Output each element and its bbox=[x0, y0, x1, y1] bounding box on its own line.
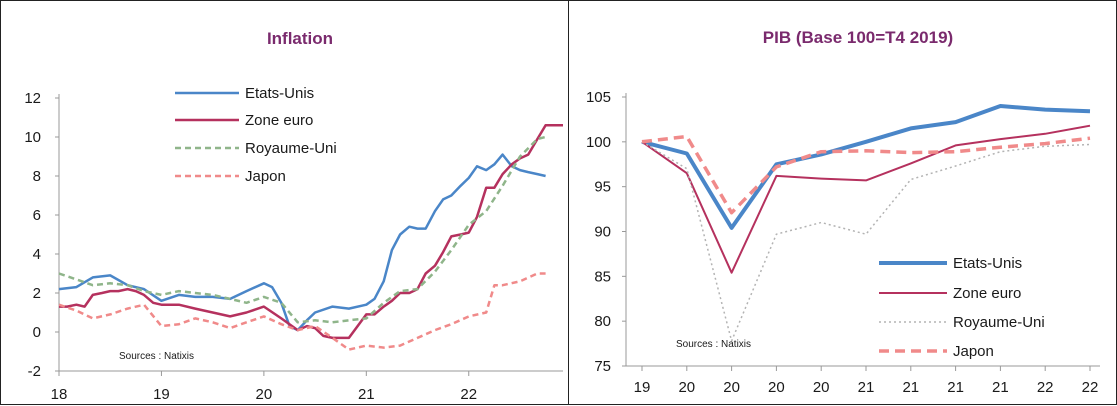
y-tick-label: 100 bbox=[586, 134, 611, 151]
legend-label-2: Royaume-Uni bbox=[245, 140, 337, 157]
y-tick-label: 85 bbox=[594, 268, 611, 285]
y-tick-label: 80 bbox=[594, 313, 611, 330]
x-tick-label: 18 bbox=[51, 386, 68, 403]
x-tick-label: 19 bbox=[634, 379, 651, 396]
legend-label-2: Royaume-Uni bbox=[953, 314, 1045, 331]
chart-title: Inflation bbox=[267, 29, 333, 48]
legend-label-1: Zone euro bbox=[245, 112, 313, 129]
series-line-3 bbox=[58, 272, 546, 351]
x-tick-label: 20 bbox=[256, 386, 273, 403]
y-tick-label: 105 bbox=[586, 89, 611, 106]
y-tick-label: 90 bbox=[594, 224, 611, 241]
y-tick-label: 6 bbox=[33, 207, 41, 224]
y-tick-label: 12 bbox=[24, 90, 41, 107]
x-tick-label: 21 bbox=[858, 379, 875, 396]
source-note: Sources : Natixis bbox=[676, 339, 751, 350]
x-tick-label: 22 bbox=[1082, 379, 1099, 396]
y-tick-label: 10 bbox=[24, 129, 41, 146]
inflation-chart-panel: Inflation -2 0 2 4 6 8 10 12 18 19 20 21 22 Sources : … bbox=[0, 0, 569, 405]
legend-label-0: Etats-Unis bbox=[953, 255, 1022, 272]
series-line-3 bbox=[641, 134, 1091, 215]
y-tick-label: 0 bbox=[33, 324, 41, 341]
chart-title: PIB (Base 100=T4 2019) bbox=[763, 28, 953, 47]
x-tick-label: 21 bbox=[358, 386, 375, 403]
x-tick-label: 20 bbox=[813, 379, 830, 396]
y-tick-label: -2 bbox=[28, 363, 41, 380]
y-tick-label: 95 bbox=[594, 179, 611, 196]
y-tick-label: 4 bbox=[33, 246, 41, 263]
x-tick-label: 22 bbox=[460, 386, 477, 403]
y-tick-label: 8 bbox=[33, 168, 41, 185]
legend-label-3: Japon bbox=[953, 343, 994, 360]
series-line-2 bbox=[641, 141, 1091, 342]
gdp-chart-panel: PIB (Base 100=T4 2019) 75 80 85 90 95 100 105 19… bbox=[569, 0, 1117, 405]
legend-label-3: Japon bbox=[245, 168, 286, 185]
y-tick-label: 2 bbox=[33, 285, 41, 302]
series-line-0 bbox=[58, 153, 546, 332]
series-line-0 bbox=[641, 104, 1091, 230]
x-tick-label: 21 bbox=[992, 379, 1009, 396]
x-tick-label: 21 bbox=[902, 379, 919, 396]
series-line-1 bbox=[641, 124, 1091, 274]
x-tick-label: 20 bbox=[678, 379, 695, 396]
legend-label-0: Etats-Unis bbox=[245, 85, 314, 102]
x-tick-label: 20 bbox=[723, 379, 740, 396]
series-line-2 bbox=[58, 135, 546, 324]
gdp-chart: PIB (Base 100=T4 2019) 75 80 85 90 95 100 105 19… bbox=[586, 28, 1100, 396]
source-note: Sources : Natixis bbox=[119, 351, 194, 362]
legend-label-1: Zone euro bbox=[953, 285, 1021, 302]
x-tick-label: 21 bbox=[947, 379, 964, 396]
x-tick-label: 19 bbox=[153, 386, 170, 403]
x-tick-label: 22 bbox=[1037, 379, 1054, 396]
x-tick-label: 20 bbox=[768, 379, 785, 396]
y-tick-label: 75 bbox=[594, 358, 611, 375]
inflation-chart: Inflation -2 0 2 4 6 8 10 12 18 19 20 21 22 Sources : … bbox=[24, 29, 563, 403]
series-line-1 bbox=[59, 124, 563, 340]
